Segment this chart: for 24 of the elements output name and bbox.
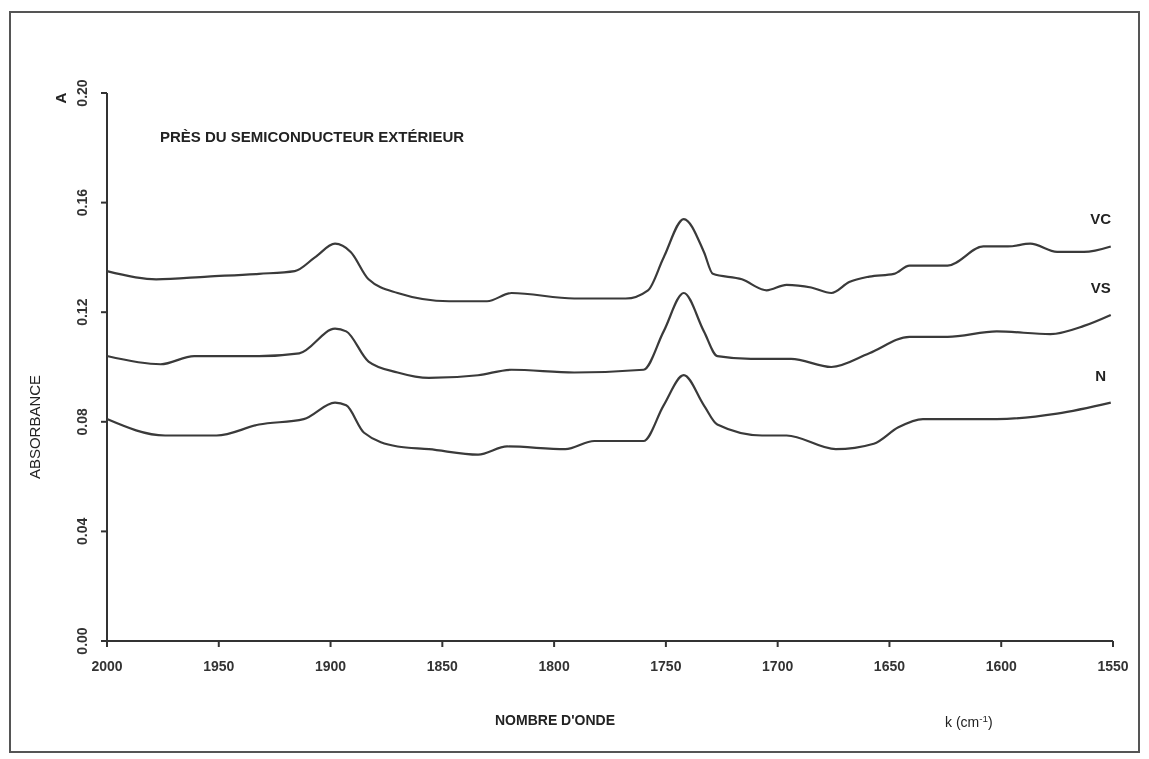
y-axis-title: ABSORBANCE xyxy=(26,374,43,480)
y-tick-label: 0.08 xyxy=(73,407,90,436)
x-tick-label: 2000 xyxy=(91,658,123,674)
x-axis-title: NOMBRE D'ONDE xyxy=(495,712,615,728)
y-tick-label: 0.00 xyxy=(73,627,90,655)
series-label: VC xyxy=(1090,210,1112,228)
x-tick-label: 1700 xyxy=(762,658,794,674)
x-tick-label: 1550 xyxy=(1097,658,1129,674)
series-label: VS xyxy=(1090,278,1111,296)
series-label: N xyxy=(1095,366,1107,384)
y-tick-label: 0.20 xyxy=(73,79,90,107)
text: k (cm$^{-1}$) xyxy=(945,712,993,730)
x-tick-label: 1800 xyxy=(538,658,570,674)
x-tick-label: 1600 xyxy=(985,658,1017,674)
y-tick-label: 0.04 xyxy=(73,517,90,546)
y-tick-label: 0.16 xyxy=(73,188,90,217)
x-tick-label: 1750 xyxy=(650,658,682,674)
y-tick-label: 0.12 xyxy=(73,298,90,326)
x-tick-label: 1900 xyxy=(314,658,347,674)
x-tick-label: 1850 xyxy=(426,658,459,674)
text: A xyxy=(51,92,69,104)
text: PRÈS DU SEMICONDUCTEUR EXTÉRIEUR xyxy=(160,128,465,145)
x-tick-label: 1950 xyxy=(203,658,235,674)
x-tick-label: 1650 xyxy=(873,658,906,674)
